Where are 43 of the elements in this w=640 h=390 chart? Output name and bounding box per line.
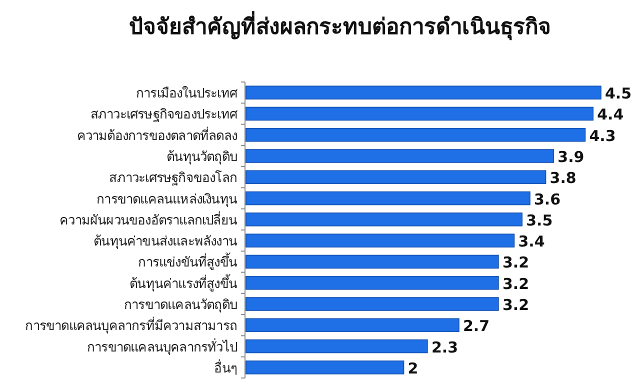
y-tick-label: ต้นทุนค่าขนส่งและพลังงาน: [94, 234, 238, 250]
y-tick-label: การขาดแคลนบุคลากรทั่วไป: [86, 338, 238, 356]
bar: [246, 149, 554, 163]
data-label: 2: [408, 359, 418, 378]
bar: [246, 106, 594, 121]
bar: [246, 212, 523, 226]
y-tick-label: สภาวะเศรษฐกิจของประเทศ: [90, 108, 238, 123]
data-label: 3.4: [518, 232, 545, 251]
y-tick-label: การเมืองในประเทศ: [136, 86, 238, 102]
bar: [246, 170, 546, 184]
data-label: 3.9: [558, 148, 584, 166]
data-label: 3.6: [534, 190, 561, 208]
y-tick-label: ต้นทุนค่าแรงที่สูงขึ้น: [130, 274, 238, 292]
y-tick-label: อื่นๆ: [214, 359, 238, 376]
data-label: 3.5: [526, 211, 553, 230]
y-tick-label: สภาวะเศรษฐกิจของโลก: [109, 170, 237, 186]
y-tick-label: ความผันผวนของอัตราแลกเปลี่ยน: [60, 211, 238, 228]
data-label: 3.8: [550, 169, 576, 188]
chart-title: ปัจจัยสำคัญที่ส่งผลกระทบต่อการดำเนินธุรกิจ: [129, 10, 551, 41]
data-label: 2.3: [431, 338, 458, 356]
y-tick-label: การขาดแคลนบุคลากรที่มีความสามารถ: [25, 317, 237, 334]
bar: [246, 339, 428, 354]
data-label: 3.2: [502, 254, 530, 272]
bar: [246, 276, 499, 290]
bar: [246, 128, 586, 142]
data-label: 3.2: [502, 296, 530, 314]
bar: [246, 254, 499, 269]
bar: [246, 234, 515, 248]
y-tick-label: ต้นทุนวัตถุดิบ: [166, 150, 238, 165]
y-tick-label: การขาดแคลนแหล่งเงินทุน: [96, 192, 238, 208]
y-tick-label: การขาดแคลนวัตถุดิบ: [124, 298, 238, 313]
y-tick-label: ความต้องการของตลาดที่ลดลง: [76, 126, 238, 144]
bar: [246, 86, 602, 100]
y-tick-label: การแข่งขันที่สูงขึ้น: [138, 252, 238, 271]
data-label: 2.7: [463, 317, 490, 336]
data-label: 4.3: [589, 126, 616, 145]
bar: [246, 297, 499, 311]
bar: [246, 318, 460, 332]
bar: [246, 191, 530, 206]
data-label: 4.5: [605, 84, 632, 103]
data-label: 3.2: [502, 274, 530, 293]
data-label: 4.4: [597, 106, 624, 124]
bar: [246, 360, 404, 374]
